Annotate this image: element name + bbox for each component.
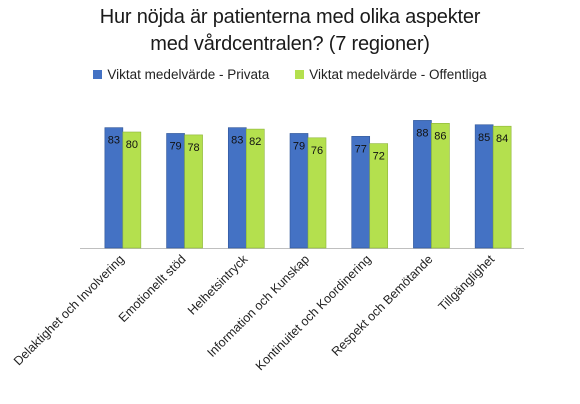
data-label-offentliga-1: 78 bbox=[187, 142, 199, 154]
x-tick-label-3: Information och Kunskap bbox=[204, 252, 312, 360]
x-tick-label-5: Respekt och Bemötande bbox=[329, 252, 436, 359]
bar-offentliga-1 bbox=[184, 134, 203, 249]
data-label-privata-0: 83 bbox=[108, 135, 120, 147]
data-label-privata-2: 83 bbox=[231, 135, 243, 147]
bar-offentliga-4 bbox=[369, 143, 389, 249]
data-label-offentliga-5: 86 bbox=[434, 130, 446, 142]
x-tick-label-4: Kontinuitet och Koordinering bbox=[253, 252, 374, 373]
data-label-privata-6: 85 bbox=[478, 132, 490, 144]
data-label-privata-1: 79 bbox=[169, 140, 181, 152]
legend: Viktat medelvärde - Privata Viktat medel… bbox=[0, 67, 580, 82]
x-tick-label-6: Tillgänglighet bbox=[436, 252, 498, 314]
bar-offentliga-2 bbox=[245, 128, 265, 249]
chart-title-line-2: med vårdcentralen? (7 regioner) bbox=[150, 33, 430, 55]
x-tick-label-1: Emotionellt stöd bbox=[116, 252, 189, 325]
data-label-offentliga-0: 80 bbox=[126, 139, 138, 151]
legend-swatch-offentliga bbox=[295, 70, 305, 79]
chart-title-line-1: Hur nöjda är patienterna med olika aspek… bbox=[99, 6, 481, 28]
x-tick-label-0: Delaktighet och Involvering bbox=[11, 252, 127, 368]
data-label-privata-3: 79 bbox=[293, 140, 305, 152]
legend-item-offentliga: Viktat medelvärde - Offentliga bbox=[295, 67, 487, 82]
legend-label-offentliga: Viktat medelvärde - Offentliga bbox=[309, 67, 487, 82]
bar-offentliga-5 bbox=[431, 123, 450, 249]
data-label-privata-5: 88 bbox=[416, 127, 428, 139]
bar-offentliga-3 bbox=[307, 137, 327, 249]
data-label-offentliga-6: 84 bbox=[496, 133, 508, 145]
data-label-privata-4: 77 bbox=[355, 143, 367, 155]
legend-item-privata: Viktat medelvärde - Privata bbox=[93, 67, 269, 82]
data-label-offentliga-2: 82 bbox=[249, 136, 261, 148]
bar-offentliga-0 bbox=[122, 131, 142, 249]
legend-swatch-privata bbox=[93, 70, 103, 79]
legend-label-privata: Viktat medelvärde - Privata bbox=[107, 67, 270, 82]
data-label-offentliga-3: 76 bbox=[311, 145, 323, 157]
bar-offentliga-6 bbox=[492, 125, 512, 249]
data-label-offentliga-4: 72 bbox=[373, 151, 385, 163]
bar-privata-5 bbox=[413, 120, 432, 249]
x-tick-label-2: Helhetsintryck bbox=[185, 252, 251, 318]
